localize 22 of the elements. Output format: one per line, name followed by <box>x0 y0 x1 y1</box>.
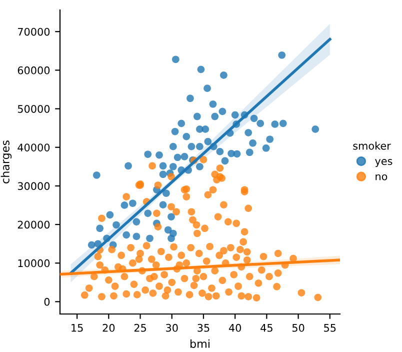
x-tick-label: 15 <box>72 324 83 332</box>
y-tick-label: 0 <box>44 298 50 306</box>
x-tick-label: 25 <box>134 324 146 332</box>
y-tick-label: 40000 <box>18 144 50 152</box>
y-tick-label: 60000 <box>18 66 50 74</box>
legend-label: yes <box>375 159 392 168</box>
y-axis-title: charges <box>0 140 12 184</box>
x-axis-title: bmi <box>190 339 210 348</box>
x-tick-label: 45 <box>260 324 272 332</box>
x-tick-label: 35 <box>198 324 210 332</box>
x-tick-label: 50 <box>292 324 304 332</box>
y-tick-label: 30000 <box>18 182 50 190</box>
y-tick-label: 10000 <box>18 259 50 268</box>
x-tick-label: 30 <box>166 324 178 332</box>
legend-label: no <box>376 174 388 180</box>
x-tick-label: 40 <box>228 324 242 332</box>
x-tick-label: 55 <box>324 324 336 332</box>
x-tick-label: 20 <box>102 324 115 332</box>
y-tick-label: 50000 <box>18 104 50 113</box>
legend-title: smoker <box>353 142 391 150</box>
y-tick-label: 20000 <box>18 220 50 229</box>
y-tick-label: 70000 <box>18 28 50 36</box>
